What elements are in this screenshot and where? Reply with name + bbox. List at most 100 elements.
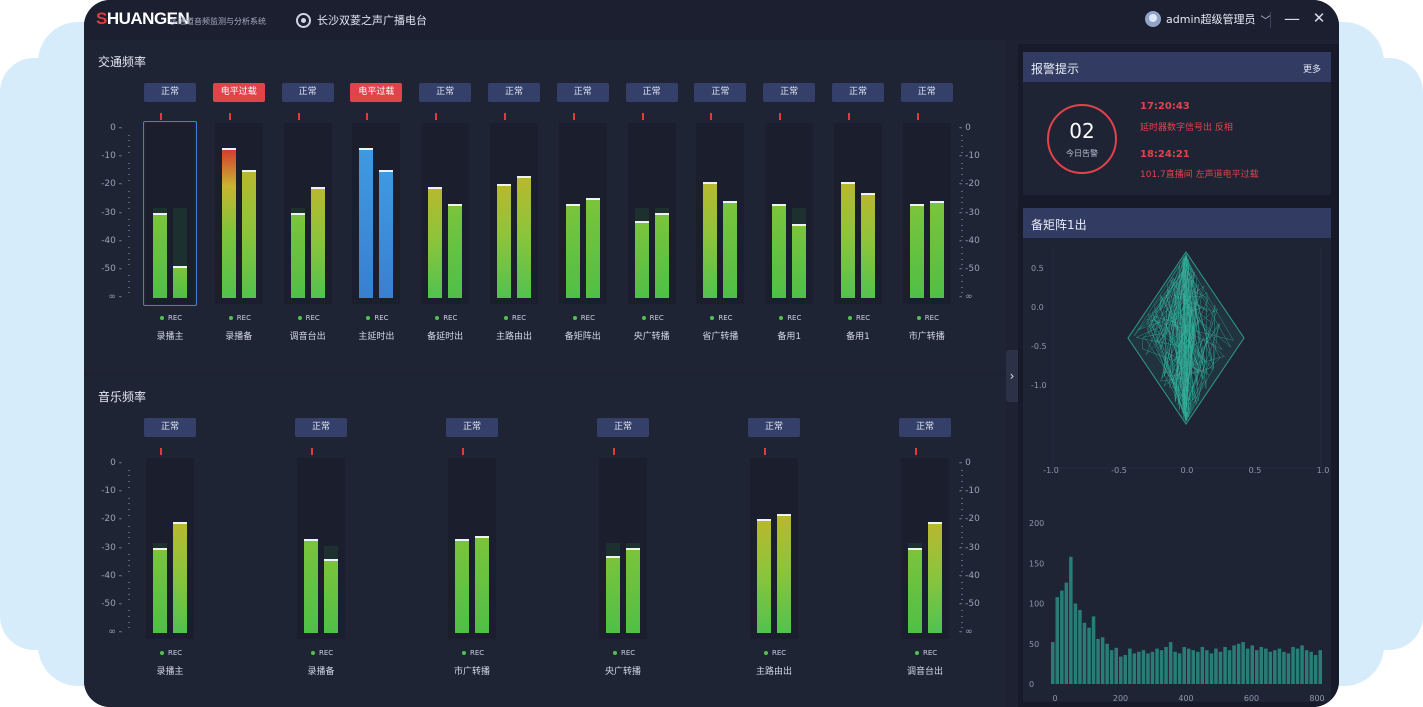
spectrum-x-tick: 800 bbox=[1309, 694, 1324, 703]
alarm-message[interactable]: 延时器数字信号出 反相 bbox=[1140, 123, 1233, 133]
spectrum-y-tick: 200 bbox=[1029, 519, 1044, 528]
level-fill bbox=[626, 548, 640, 633]
level-fill bbox=[310, 188, 325, 298]
scale-minor-tick bbox=[128, 627, 130, 629]
spectrum-bar bbox=[1087, 627, 1091, 684]
close-button[interactable]: ✕ bbox=[1312, 9, 1326, 27]
level-bar bbox=[359, 129, 374, 298]
peak-cap bbox=[497, 184, 511, 187]
peak-cap bbox=[173, 522, 187, 525]
spectrum-bar bbox=[1300, 645, 1304, 684]
peak-cap bbox=[772, 204, 787, 207]
scale-minor-tick bbox=[961, 542, 963, 544]
peak-cap bbox=[908, 547, 922, 550]
peak-cap bbox=[517, 175, 531, 178]
user-menu[interactable]: admin超级管理员 ﹀ bbox=[1145, 11, 1270, 27]
level-fill bbox=[928, 523, 942, 633]
spectrum-bar bbox=[1155, 648, 1159, 684]
spectrum-bar bbox=[1073, 603, 1078, 684]
level-fill bbox=[757, 520, 771, 633]
scale-minor-tick bbox=[128, 616, 130, 618]
scale-minor-tick bbox=[961, 509, 963, 511]
level-fill bbox=[908, 548, 922, 633]
phase-x-tick: -1.0 bbox=[1043, 466, 1059, 475]
level-fill bbox=[565, 205, 580, 298]
spectrum-bar bbox=[1141, 650, 1146, 684]
scale-minor-tick bbox=[128, 134, 130, 136]
spectrum-y-tick: 100 bbox=[1029, 600, 1044, 609]
alarm-message[interactable]: 101.7直播间 左声道电平过载 bbox=[1140, 170, 1259, 180]
level-bar bbox=[241, 129, 256, 298]
level-bar bbox=[654, 129, 669, 298]
spectrum-bar bbox=[1173, 651, 1177, 684]
phase-y-tick: 0.5 bbox=[1031, 264, 1044, 273]
station-selector[interactable]: 长沙双菱之声广播电台 bbox=[296, 12, 427, 28]
rec-label: REC bbox=[856, 314, 871, 322]
clip-indicator bbox=[916, 113, 919, 120]
level-fill bbox=[909, 205, 924, 298]
rec-indicator: REC bbox=[613, 649, 635, 657]
peak-cap bbox=[324, 558, 338, 561]
rec-label: REC bbox=[168, 314, 183, 322]
logo-initial: S bbox=[96, 9, 107, 28]
phase-y-tick: -0.5 bbox=[1031, 342, 1047, 351]
level-fill bbox=[517, 176, 531, 298]
level-bar bbox=[723, 129, 738, 298]
spectrum-bar bbox=[1150, 651, 1155, 684]
clip-indicator bbox=[228, 113, 231, 120]
chevron-right-icon[interactable]: › bbox=[1006, 350, 1018, 402]
channel-label: 调音台出 bbox=[289, 332, 326, 342]
scale-minor-tick bbox=[128, 571, 130, 573]
status-badge: 正常 bbox=[419, 83, 472, 102]
scale-minor-tick bbox=[961, 537, 963, 539]
scale-minor-tick bbox=[961, 554, 963, 556]
spectrum-bar bbox=[1060, 590, 1064, 684]
level-fill bbox=[792, 224, 807, 298]
scale-minor-tick bbox=[961, 224, 963, 226]
peak-cap bbox=[290, 212, 305, 215]
level-fill bbox=[634, 221, 649, 298]
alarm-title: 报警提示 bbox=[1031, 62, 1080, 76]
scale-tick-label: - -10 bbox=[959, 151, 980, 162]
spectrum-bar bbox=[1268, 651, 1273, 684]
spectrum-bar bbox=[1214, 648, 1218, 684]
scale-minor-tick bbox=[961, 610, 963, 612]
scale-minor-tick bbox=[128, 168, 130, 170]
selected-meter-outline bbox=[143, 121, 197, 306]
status-badge-alarm: 电平过载 bbox=[212, 83, 265, 102]
scale-minor-tick bbox=[961, 593, 963, 595]
level-fill bbox=[841, 182, 855, 298]
level-fill bbox=[772, 205, 787, 298]
level-fill bbox=[497, 185, 511, 298]
spectrum-x-tick: 600 bbox=[1244, 694, 1259, 703]
scale-minor-tick bbox=[128, 174, 130, 176]
minimize-button[interactable]: — bbox=[1284, 9, 1300, 28]
level-fill bbox=[777, 514, 791, 633]
spectrum-bar bbox=[1223, 647, 1227, 684]
channel-label: 录播备 bbox=[225, 332, 253, 342]
level-bar bbox=[606, 464, 620, 633]
scale-minor-tick bbox=[128, 140, 130, 142]
status-badge: 正常 bbox=[144, 83, 196, 102]
status-badge: 正常 bbox=[694, 83, 747, 102]
more-link[interactable]: 更多 bbox=[1302, 65, 1321, 75]
phase-frame bbox=[1052, 248, 1322, 469]
scale-minor-tick bbox=[961, 469, 963, 471]
scale-tick-label: -30 - bbox=[101, 207, 122, 218]
phase-y-tick: -1.0 bbox=[1031, 381, 1047, 390]
spectrum-bar bbox=[1209, 653, 1214, 684]
status-badge: 正常 bbox=[144, 418, 196, 437]
level-bar bbox=[304, 464, 318, 633]
scale-minor-tick bbox=[961, 286, 963, 288]
rec-dot-icon bbox=[916, 316, 921, 320]
spectrum-bar bbox=[1064, 582, 1069, 684]
scale-tick-label: -50 - bbox=[101, 598, 122, 609]
scale-tick-label: - -40 bbox=[959, 235, 980, 246]
rec-label: REC bbox=[236, 314, 251, 322]
scale-minor-tick bbox=[128, 542, 130, 544]
spectrum-bar bbox=[1282, 651, 1286, 684]
scale-minor-tick bbox=[128, 207, 130, 209]
rec-indicator: REC bbox=[160, 314, 182, 322]
status-badge: 正常 bbox=[281, 83, 334, 102]
scale-tick-label: ∞ - bbox=[108, 627, 122, 637]
